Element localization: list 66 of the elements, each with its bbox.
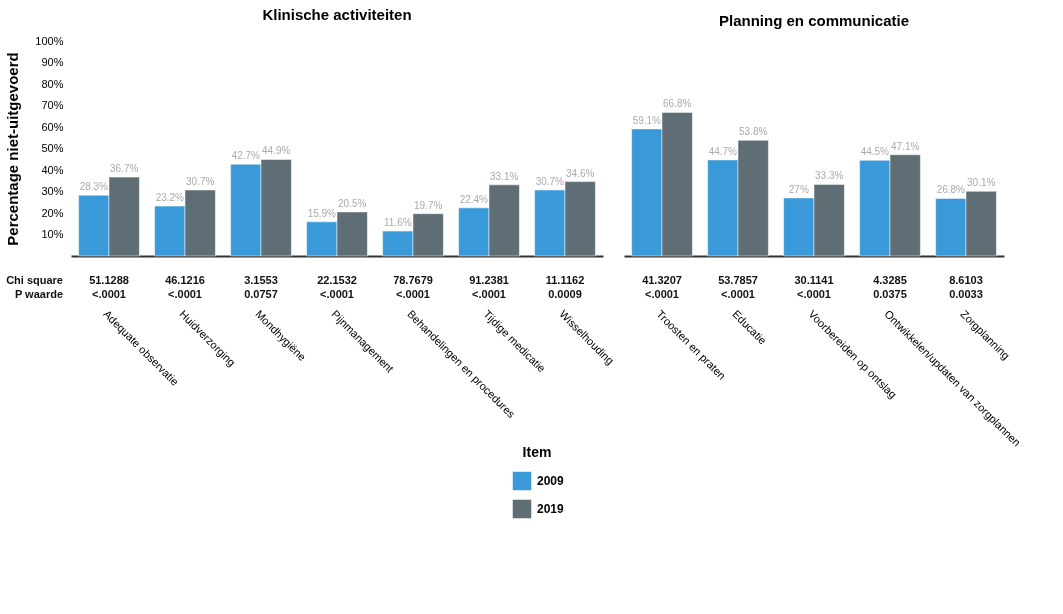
text: 0.0033 — [949, 288, 983, 300]
data-label: 11.6% — [383, 217, 412, 229]
y-tick-label: 10% — [41, 228, 64, 240]
text: <.0001 — [645, 288, 679, 300]
data-label: 44.9% — [262, 145, 291, 157]
data-label: 22.4% — [459, 193, 489, 205]
text: 4.3285 — [873, 274, 907, 286]
data-label: 34.6% — [566, 167, 595, 179]
text: 46.1216 — [165, 274, 205, 286]
text: <.0001 — [721, 288, 755, 300]
data-label: 26.8% — [936, 184, 966, 196]
text: <.0001 — [472, 288, 506, 300]
y-axis-title: Percentage niet-uitgevoerd — [4, 52, 22, 246]
text: 41.3207 — [642, 274, 682, 286]
data-label: 66.8% — [663, 98, 692, 110]
text: Chi square — [6, 274, 63, 286]
y-tick-label: 60% — [41, 120, 64, 133]
text: 30.1141 — [794, 274, 834, 286]
y-tick-label: 50% — [41, 142, 64, 154]
y-tick-label: 40% — [41, 163, 64, 176]
text: 51.1288 — [89, 274, 129, 286]
data-label: 19.7% — [414, 199, 443, 211]
text: 8.6103 — [949, 274, 983, 286]
text: <.0001 — [168, 288, 202, 300]
y-tick-label: 90% — [41, 56, 64, 68]
legend-title: Item — [522, 444, 552, 460]
data-label: 59.1% — [632, 114, 662, 126]
text: <.0001 — [92, 288, 126, 300]
y-tick-label: 70% — [41, 99, 64, 111]
data-label: 20.5% — [338, 197, 367, 209]
text: 0.0375 — [873, 288, 907, 300]
text: P waarde — [14, 288, 63, 300]
data-label: 33.1% — [490, 170, 519, 182]
data-label: 42.7% — [231, 150, 261, 162]
text: 0.0757 — [244, 288, 278, 300]
y-tick-label: 20% — [41, 206, 64, 219]
legend-label: 2009 — [537, 474, 565, 488]
data-label: 30.7% — [535, 175, 565, 187]
data-label: 23.2% — [155, 192, 185, 204]
text: 22.1532 — [317, 274, 357, 286]
data-label: 44.7% — [708, 145, 738, 157]
data-label: 30.1% — [967, 177, 996, 189]
data-label: 27% — [788, 183, 809, 195]
chart-title: Klinische activiteiten — [262, 6, 412, 23]
y-tick-label: 100% — [35, 34, 64, 47]
y-tick-label: 80% — [41, 77, 64, 90]
chart-title: Planning en communicatie — [718, 12, 910, 29]
y-tick-label: 30% — [41, 185, 64, 197]
data-label: 44.5% — [860, 146, 890, 158]
text: <.0001 — [320, 288, 354, 300]
text: <.0001 — [797, 288, 831, 300]
data-label: 47.1% — [891, 140, 920, 152]
text: 91.2381 — [469, 274, 509, 286]
data-label: 33.3% — [815, 170, 844, 182]
text: 53.7857 — [718, 274, 758, 286]
data-label: 28.3% — [79, 181, 109, 193]
data-label: 30.7% — [186, 175, 215, 187]
data-label: 15.9% — [307, 207, 337, 219]
text: 78.7679 — [393, 274, 433, 286]
text: 0.0009 — [548, 288, 582, 300]
text: <.0001 — [396, 288, 430, 300]
text: 11.1162 — [545, 274, 585, 286]
data-label: 53.8% — [739, 126, 768, 138]
legend-label: 2019 — [537, 502, 565, 516]
text: 3.1553 — [244, 274, 278, 286]
data-label: 36.7% — [110, 163, 139, 175]
